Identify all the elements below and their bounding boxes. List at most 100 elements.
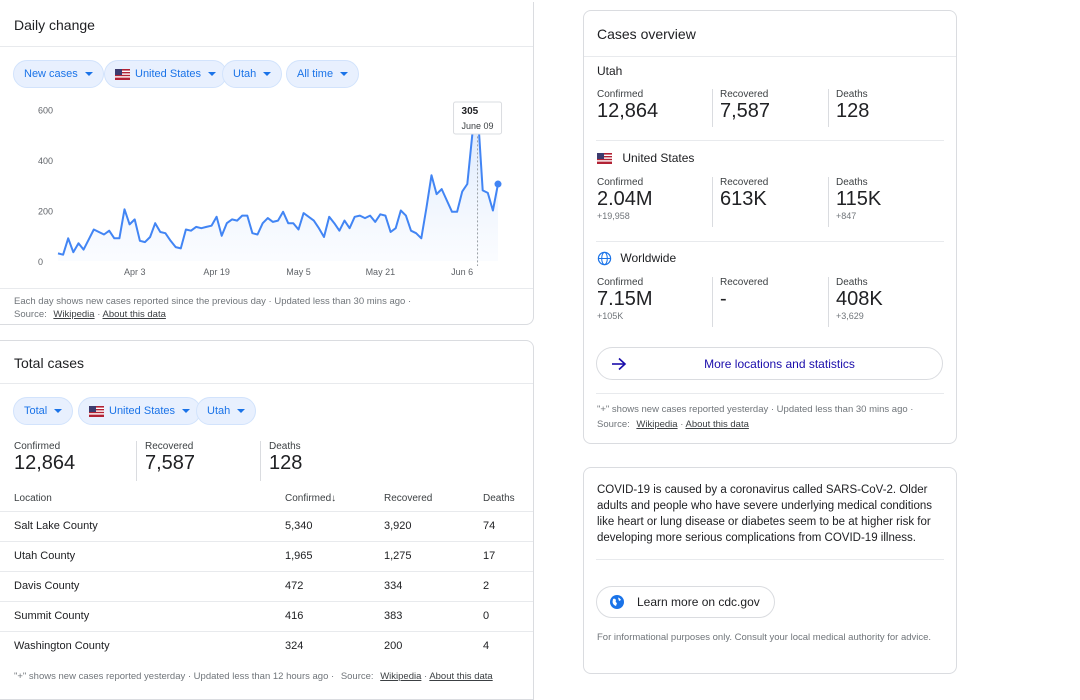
world-header: Worldwide [597,251,676,266]
us-name: United States [622,151,695,165]
region-dropdown[interactable]: Utah [222,60,283,88]
total-metric-dropdown[interactable]: Total [13,397,74,425]
deaths-cell: 4 [483,640,490,652]
stat-value: 12,864 [14,452,76,474]
world-stats: Confirmed 7.15M +105K Recovered - Deaths 408K +… [584,277,956,331]
deaths-cell: 74 [483,520,496,532]
location-cell: Salt Lake County [14,520,98,532]
utah-name: Utah [597,64,623,78]
stat-value: 128 [836,100,870,122]
table-row[interactable]: Washington County 324 200 4 [0,631,533,662]
total-country-dropdown[interactable]: United States [78,397,202,425]
y-tick-label: 0 [38,257,43,267]
learn-more-label: Learn more on cdc.gov [637,595,760,609]
chevron-down-icon [340,72,349,76]
recovered-cell: 200 [384,640,403,652]
divider [596,241,944,242]
x-tick-label: Apr 19 [203,267,230,277]
stat-confirmed: Confirmed 2.04M +19,958 [597,177,653,221]
stat-value: 115K [836,188,882,210]
arrow-right-icon [612,357,627,371]
selected-point[interactable] [494,180,502,188]
about-data-link[interactable]: About this data [102,309,166,320]
county-table: Location Confirmed↓ Recovered Deaths Sal… [0,489,533,662]
divider [260,441,261,481]
stat-label: Confirmed [14,441,61,452]
divider [0,288,533,289]
recovered-cell: 383 [384,610,403,622]
covid-info-text: COVID-19 is caused by a coronavirus call… [597,484,932,544]
chevron-down-icon [237,409,246,413]
stat-label: Recovered [720,277,769,288]
time-range-dropdown[interactable]: All time [286,60,360,88]
stat-label: Deaths [269,441,301,452]
covid-info-card: COVID-19 is caused by a coronavirus call… [583,467,957,674]
stat-value: 408K [836,288,883,310]
divider [596,393,944,394]
us-flag-icon [597,153,612,165]
column-header-location[interactable]: Location [14,493,52,504]
stat-change: +105K [597,311,624,321]
daily-change-title: Daily change [14,17,95,33]
recovered-cell: 3,920 [384,520,412,532]
tooltip-date: June 09 [462,121,494,131]
source-label: Source: [597,419,630,430]
divider [828,89,829,127]
location-cell: Washington County [14,640,110,652]
overview-footer-text: "+" shows new cases reported yesterday ·… [597,404,914,415]
globe-icon [597,252,612,266]
country-dropdown[interactable]: United States [104,60,228,88]
confirmed-cell: 1,965 [285,550,313,562]
more-locations-label: More locations and statistics [704,357,855,371]
source-label: Source: [340,671,374,682]
stat-value: 7,587 [720,100,771,122]
metric-dropdown[interactable]: New cases [13,60,104,88]
x-tick-label: Apr 3 [124,267,146,277]
about-data-link[interactable]: About this data [429,671,493,682]
cases-overview-title: Cases overview [597,26,696,42]
table-row[interactable]: Salt Lake County 5,340 3,920 74 [0,511,533,542]
wikipedia-link[interactable]: Wikipedia [636,419,678,430]
more-locations-button[interactable]: More locations and statistics [596,347,943,380]
x-tick-label: Jun 6 [451,267,473,277]
stat-recovered: Recovered - [720,277,768,311]
divider [136,441,137,481]
divider [596,140,944,141]
chip-label: United States [135,68,202,80]
us-header: United States [597,151,694,165]
learn-more-cdc-button[interactable]: Learn more on cdc.gov [596,586,775,618]
recovered-cell: 1,275 [384,550,412,562]
daily-change-card: Daily change New cases United States Uta… [0,2,534,325]
stat-recovered: Recovered 613K [720,177,768,211]
table-row[interactable]: Davis County 472 334 2 [0,571,533,602]
stat-value: 7.15M [597,288,653,310]
table-row[interactable]: Utah County 1,965 1,275 17 [0,541,533,572]
disclaimer-text: For informational purposes only. Consult… [597,632,932,643]
column-header-confirmed[interactable]: Confirmed↓ [285,493,336,504]
total-region-dropdown[interactable]: Utah [196,397,257,425]
stat-recovered: Recovered 7,587 [720,89,770,123]
confirmed-cell: 324 [285,640,304,652]
table-row[interactable]: Summit County 416 383 0 [0,601,533,632]
y-tick-label: 200 [38,207,53,217]
divider [0,383,533,384]
total-cases-title: Total cases [14,355,85,371]
us-flag-icon [115,68,130,80]
stat-change: +847 [836,211,857,221]
daily-cases-chart[interactable]: 0 200 400 600 Apr 3 Apr 19 May 5 May 21 Jun 6 305… [0,97,534,287]
divider [828,177,829,227]
column-header-deaths[interactable]: Deaths [483,493,515,504]
separator-dot: · [680,419,686,430]
wikipedia-link[interactable]: Wikipedia [53,309,95,320]
stat-deaths: Deaths 115K +847 [836,177,881,221]
daily-footer-text: Each day shows new cases reported since … [14,296,412,307]
chip-label: Utah [207,405,231,417]
wikipedia-link[interactable]: Wikipedia [380,671,422,682]
stat-value: - [720,288,727,310]
y-tick-label: 400 [38,156,53,166]
chip-label: All time [297,68,334,80]
chip-label: New cases [24,68,78,80]
chevron-down-icon [263,72,272,76]
about-data-link[interactable]: About this data [685,419,749,430]
column-header-recovered[interactable]: Recovered [384,493,433,504]
